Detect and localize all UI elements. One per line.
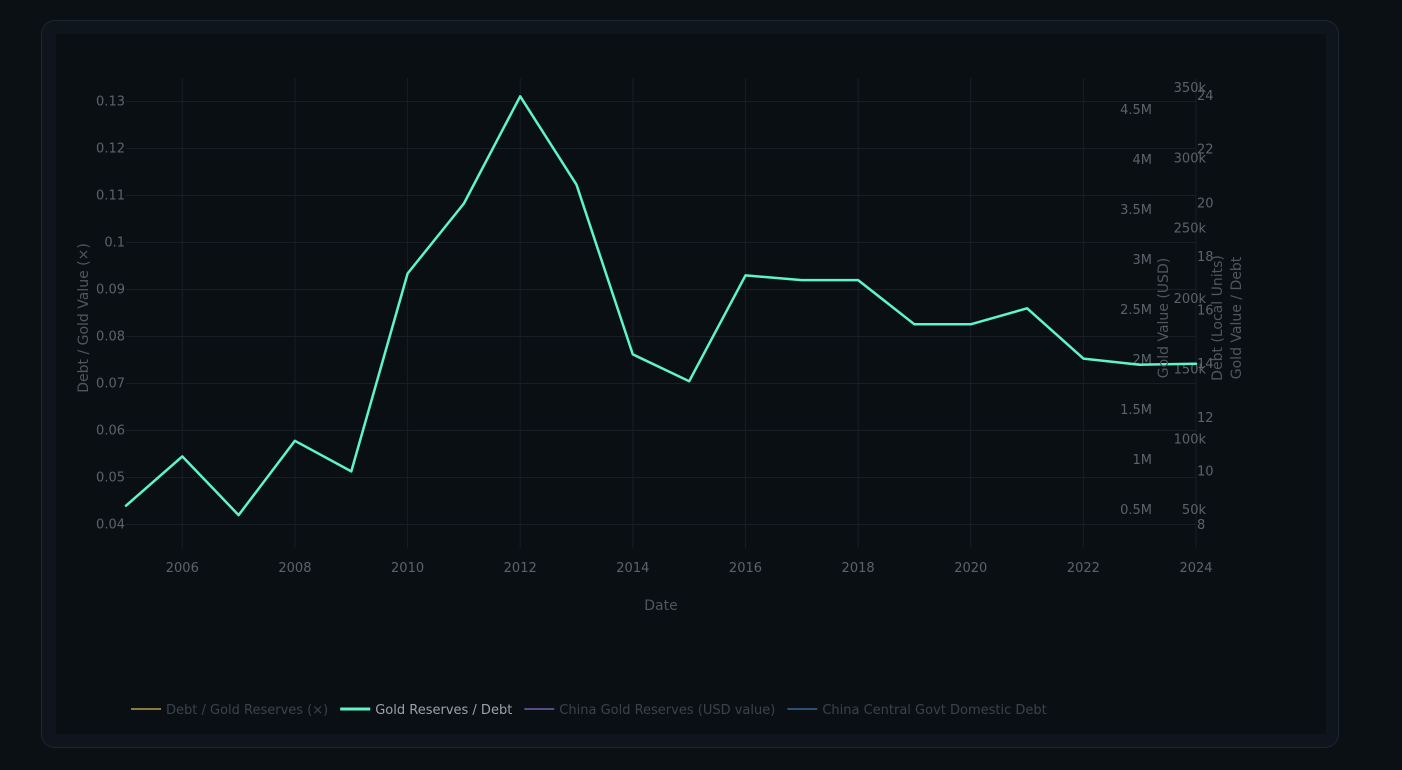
x-tick-label: 2014 [616, 561, 649, 576]
y-axis-title-right-usd: Gold Value (USD) [1156, 258, 1172, 378]
right-y-tick-label: 20 [1197, 196, 1214, 211]
x-tick-label: 2010 [391, 561, 424, 576]
right-y-tick-label: 3M [1133, 253, 1153, 268]
y-axis-title-right-ratio: Gold Value / Debt [1229, 256, 1245, 379]
x-tick-label: 2020 [954, 561, 987, 576]
x-tick-label: 2008 [278, 561, 311, 576]
y-tick-label: 0.06 [96, 424, 125, 439]
x-tick-label: 2024 [1179, 561, 1212, 576]
y-tick-label: 0.09 [96, 283, 125, 298]
x-tick-label: 2006 [166, 561, 199, 576]
x-tick-label: 2016 [729, 561, 762, 576]
y-axis-title-right-debt: Debt (Local Units) [1210, 255, 1226, 381]
legend-entry: Debt / Gold Reserves (×) [166, 703, 328, 718]
right-y-tick-label: 100k [1174, 433, 1207, 448]
right-y-tick-label: 3.5M [1120, 203, 1152, 218]
right-y-tick-label: 8 [1197, 518, 1205, 533]
right-y-tick-label: 4.5M [1120, 103, 1152, 118]
right-y-tick-label: 50k [1182, 503, 1207, 518]
x-axis-ticks: 2006 2008 2010 2012 2014 2016 2018 2020 2022 2024 [166, 561, 1213, 576]
y-tick-label: 0.11 [96, 189, 125, 204]
y-tick-label: 0.05 [96, 471, 125, 486]
legend-entry: China Gold Reserves (USD value) [559, 703, 775, 718]
right-y-tick-label: 1.5M [1120, 403, 1152, 418]
left-y-axis-ticks: 0.04 0.05 0.06 0.07 0.08 0.09 0.1 0.11 0.12 0.13 [96, 95, 125, 533]
right-y-tick-label: 14 [1197, 357, 1214, 372]
legend-entry: China Central Govt Domestic Debt [822, 703, 1046, 718]
x-tick-label: 2012 [504, 561, 537, 576]
right-y-axis-debt-ticks: 50k 100k 150k 200k 250k 300k 350k [1174, 81, 1207, 518]
right-y-axis-ratio-ticks: 8 10 12 14 16 18 20 22 24 [1197, 89, 1214, 533]
right-y-tick-label: 250k [1174, 222, 1207, 237]
right-y-tick-label: 16 [1197, 304, 1214, 319]
right-y-tick-label: 18 [1197, 250, 1214, 265]
right-y-tick-label: 22 [1197, 143, 1214, 158]
right-y-tick-label: 200k [1174, 292, 1207, 307]
legend: Debt / Gold Reserves (×) Gold Reserves / … [131, 703, 1047, 718]
right-y-tick-label: 150k [1174, 362, 1207, 377]
right-y-tick-label: 2.5M [1120, 303, 1152, 318]
y-tick-label: 0.13 [96, 95, 125, 110]
y-tick-label: 0.12 [96, 142, 125, 157]
y-tick-label: 0.1 [104, 236, 125, 251]
series-lines [124, 95, 1198, 517]
y-tick-label: 0.08 [96, 330, 125, 345]
y-axis-title-left: Debt / Gold Value (×) [76, 243, 92, 393]
x-tick-label: 2018 [842, 561, 875, 576]
right-y-tick-label: 300k [1174, 151, 1207, 166]
grid-lines [126, 78, 1197, 548]
right-y-tick-label: 0.5M [1120, 503, 1152, 518]
right-y-tick-label: 10 [1197, 464, 1214, 479]
right-y-tick-label: 1M [1133, 453, 1153, 468]
series-line [124, 95, 1198, 517]
right-y-tick-label: 12 [1197, 411, 1214, 426]
y-tick-label: 0.07 [96, 377, 125, 392]
x-axis-title: Date [644, 598, 677, 614]
legend-entry: Gold Reserves / Debt [375, 703, 512, 718]
right-y-tick-label: 24 [1197, 89, 1214, 104]
y-tick-label: 0.04 [96, 518, 125, 533]
right-y-tick-label: 350k [1174, 81, 1207, 96]
x-tick-label: 2022 [1067, 561, 1100, 576]
right-y-tick-label: 4M [1133, 153, 1153, 168]
